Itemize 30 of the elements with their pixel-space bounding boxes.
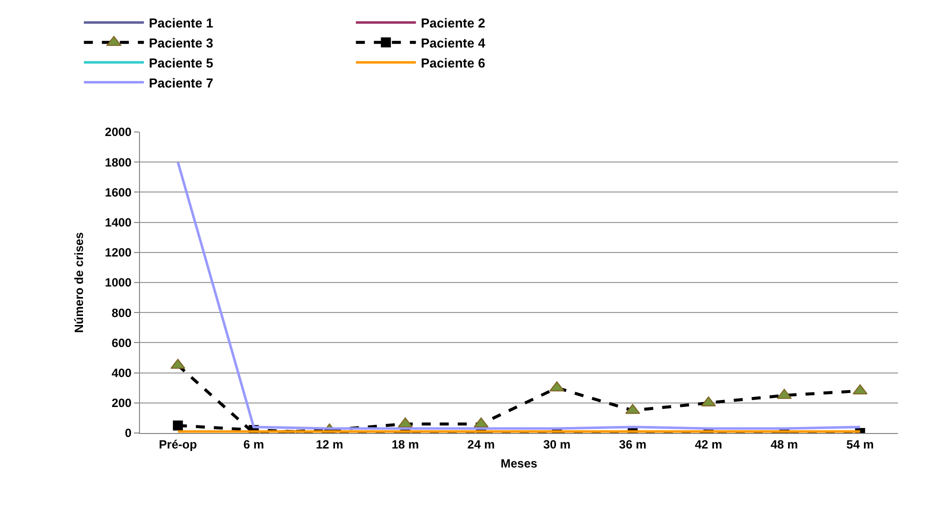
x-tick-label: 30 m — [543, 437, 571, 452]
y-tick-label: 600 — [112, 336, 132, 350]
y-tick-label: 1200 — [104, 246, 132, 260]
legend-label: Paciente 5 — [148, 55, 214, 70]
x-tick-label: 42 m — [694, 437, 722, 452]
y-tick-label: 1800 — [104, 155, 132, 170]
y-tick-label: 1000 — [104, 276, 132, 290]
y-tick-label: 2000 — [104, 125, 132, 140]
x-axis-title: Meses — [500, 456, 538, 470]
legend-label: Paciente 7 — [148, 75, 214, 90]
x-tick-label: 48 m — [770, 437, 798, 452]
y-tick-label: 800 — [112, 306, 132, 320]
y-tick-label: 0 — [124, 426, 132, 440]
legend-label: Paciente 1 — [148, 16, 214, 31]
x-tick-label: Pré-op — [158, 437, 197, 452]
y-tick-label: 1400 — [104, 216, 132, 230]
x-tick-label: 36 m — [619, 437, 646, 452]
legend-label: Paciente 3 — [148, 35, 214, 50]
y-tick-label: 1600 — [104, 185, 132, 200]
x-tick-label: 24 m — [467, 437, 495, 452]
legend-label: Paciente 4 — [420, 35, 486, 50]
x-tick-label: 54 m — [846, 437, 874, 452]
legend-label: Paciente 6 — [420, 55, 486, 70]
y-tick-label: 200 — [112, 396, 132, 410]
y-axis-title: Número de crises — [72, 232, 86, 333]
x-tick-label: 18 m — [392, 437, 419, 452]
x-tick-label: 12 m — [316, 437, 344, 452]
x-tick-label: 6 m — [243, 437, 264, 452]
y-tick-label: 400 — [112, 366, 132, 380]
legend-label: Paciente 2 — [420, 16, 486, 31]
